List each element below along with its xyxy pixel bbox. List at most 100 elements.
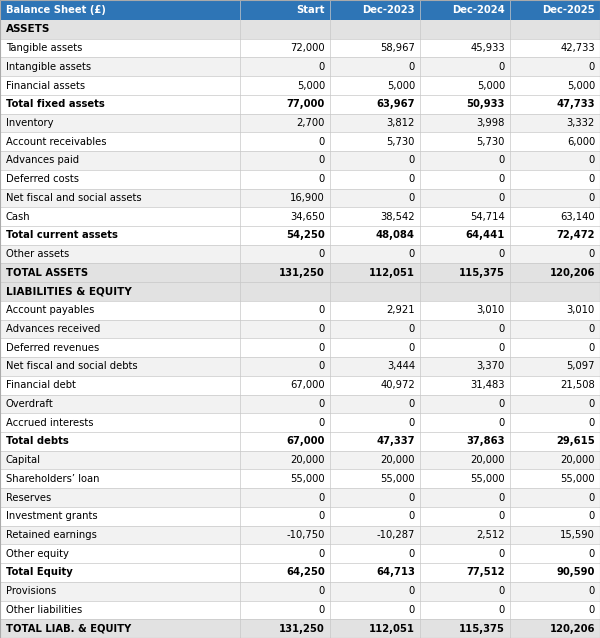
Text: 120,206: 120,206 — [550, 268, 595, 278]
Text: 6,000: 6,000 — [567, 137, 595, 147]
Bar — [0, 450, 600, 470]
Text: 55,000: 55,000 — [290, 474, 325, 484]
Text: 0: 0 — [409, 399, 415, 409]
Text: 34,650: 34,650 — [290, 212, 325, 221]
Text: 0: 0 — [589, 418, 595, 427]
Text: Other equity: Other equity — [6, 549, 69, 559]
Bar — [0, 76, 600, 95]
Text: 131,250: 131,250 — [279, 623, 325, 634]
Text: ASSETS: ASSETS — [6, 24, 50, 34]
Text: 5,000: 5,000 — [297, 80, 325, 91]
Text: 0: 0 — [319, 343, 325, 353]
Text: 0: 0 — [499, 511, 505, 521]
Text: 0: 0 — [319, 174, 325, 184]
Text: Investment grants: Investment grants — [6, 511, 98, 521]
Bar — [0, 170, 600, 189]
Text: 29,615: 29,615 — [556, 436, 595, 447]
Text: 47,337: 47,337 — [377, 436, 415, 447]
Bar — [0, 394, 600, 413]
Text: 0: 0 — [589, 249, 595, 259]
Text: 58,967: 58,967 — [380, 43, 415, 53]
Bar — [0, 432, 600, 450]
Text: 112,051: 112,051 — [369, 623, 415, 634]
Bar — [0, 301, 600, 320]
Bar — [0, 563, 600, 582]
Text: 55,000: 55,000 — [470, 474, 505, 484]
Text: 45,933: 45,933 — [470, 43, 505, 53]
Text: 0: 0 — [499, 343, 505, 353]
Text: 0: 0 — [499, 418, 505, 427]
Text: 15,590: 15,590 — [560, 530, 595, 540]
Text: 0: 0 — [499, 493, 505, 503]
Text: 131,250: 131,250 — [279, 268, 325, 278]
Text: 0: 0 — [319, 605, 325, 615]
Text: 0: 0 — [589, 343, 595, 353]
Bar — [0, 488, 600, 507]
Text: Intangible assets: Intangible assets — [6, 62, 91, 72]
Text: Shareholders’ loan: Shareholders’ loan — [6, 474, 100, 484]
Text: Deferred costs: Deferred costs — [6, 174, 79, 184]
Text: 3,010: 3,010 — [567, 305, 595, 315]
Text: Net fiscal and social assets: Net fiscal and social assets — [6, 193, 142, 203]
Text: 2,700: 2,700 — [296, 118, 325, 128]
Text: 20,000: 20,000 — [560, 455, 595, 465]
Text: Dec-2023: Dec-2023 — [362, 5, 415, 15]
Text: 90,590: 90,590 — [557, 567, 595, 577]
Text: Inventory: Inventory — [6, 118, 53, 128]
Text: TOTAL ASSETS: TOTAL ASSETS — [6, 268, 88, 278]
Bar — [0, 413, 600, 432]
Bar — [0, 207, 600, 226]
Text: 0: 0 — [589, 493, 595, 503]
Text: 0: 0 — [319, 249, 325, 259]
Text: 0: 0 — [319, 156, 325, 165]
Text: 0: 0 — [409, 549, 415, 559]
Text: 38,542: 38,542 — [380, 212, 415, 221]
Text: 0: 0 — [319, 493, 325, 503]
Text: TOTAL LIAB. & EQUITY: TOTAL LIAB. & EQUITY — [6, 623, 131, 634]
Text: 0: 0 — [409, 605, 415, 615]
Text: Accrued interests: Accrued interests — [6, 418, 94, 427]
Bar — [0, 226, 600, 245]
Text: Cash: Cash — [6, 212, 31, 221]
Text: 0: 0 — [589, 586, 595, 596]
Text: 0: 0 — [499, 586, 505, 596]
Text: 0: 0 — [319, 418, 325, 427]
Text: Total current assets: Total current assets — [6, 230, 118, 241]
Text: 0: 0 — [319, 62, 325, 72]
Text: 120,206: 120,206 — [550, 623, 595, 634]
Text: 5,730: 5,730 — [386, 137, 415, 147]
Text: Advances paid: Advances paid — [6, 156, 79, 165]
Text: Account receivables: Account receivables — [6, 137, 107, 147]
Text: 20,000: 20,000 — [290, 455, 325, 465]
Text: 0: 0 — [319, 137, 325, 147]
Bar — [0, 544, 600, 563]
Text: 0: 0 — [589, 156, 595, 165]
Bar — [0, 470, 600, 488]
Text: LIABILITIES & EQUITY: LIABILITIES & EQUITY — [6, 286, 132, 297]
Text: Total fixed assets: Total fixed assets — [6, 100, 105, 109]
Text: 0: 0 — [499, 249, 505, 259]
Bar — [0, 57, 600, 76]
Bar — [0, 245, 600, 263]
Text: Dec-2025: Dec-2025 — [542, 5, 595, 15]
Bar — [0, 600, 600, 619]
Text: 21,508: 21,508 — [560, 380, 595, 390]
Text: -10,750: -10,750 — [287, 530, 325, 540]
Text: 0: 0 — [319, 511, 325, 521]
Text: Total Equity: Total Equity — [6, 567, 73, 577]
Text: 0: 0 — [589, 549, 595, 559]
Bar — [0, 132, 600, 151]
Text: 0: 0 — [589, 605, 595, 615]
Text: 0: 0 — [499, 62, 505, 72]
Text: 64,441: 64,441 — [466, 230, 505, 241]
Text: 3,370: 3,370 — [477, 362, 505, 371]
Text: 5,097: 5,097 — [566, 362, 595, 371]
Text: Start: Start — [296, 5, 325, 15]
Text: 0: 0 — [499, 605, 505, 615]
Text: 0: 0 — [409, 174, 415, 184]
Text: 3,444: 3,444 — [387, 362, 415, 371]
Text: 0: 0 — [319, 362, 325, 371]
Text: 54,250: 54,250 — [286, 230, 325, 241]
Text: Retained earnings: Retained earnings — [6, 530, 97, 540]
Text: 31,483: 31,483 — [470, 380, 505, 390]
